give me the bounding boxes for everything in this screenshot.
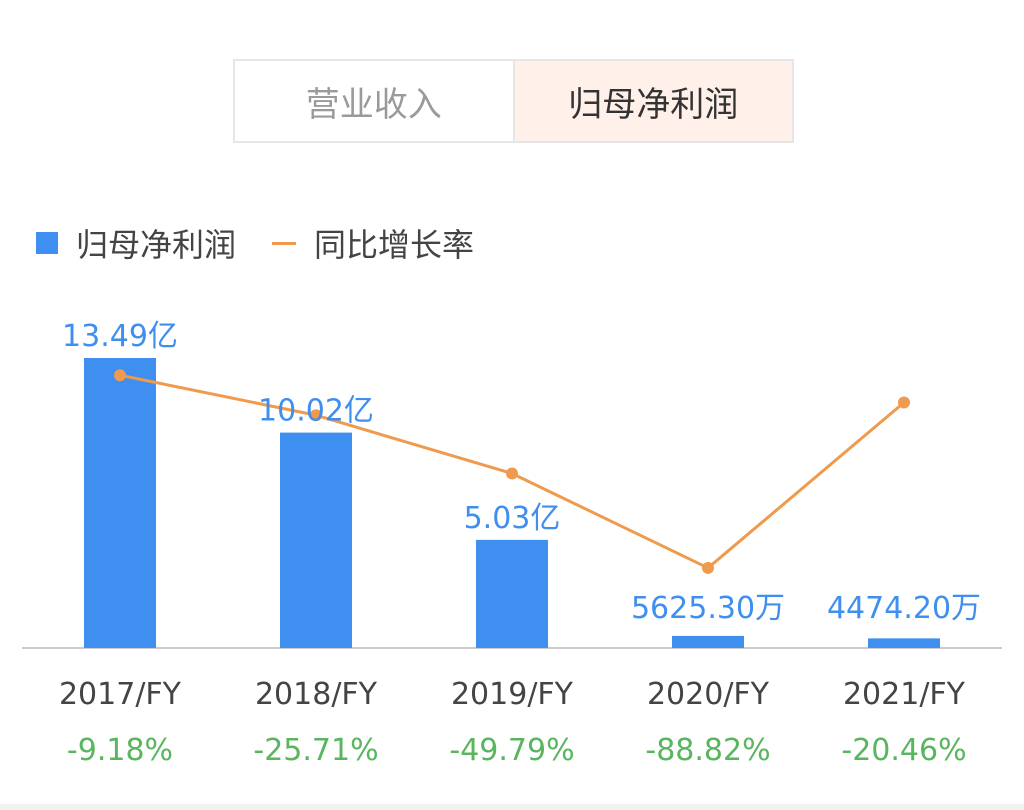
growth-rate-label: -9.18% xyxy=(67,733,173,768)
bar-value-label: 4474.20万 xyxy=(827,591,981,626)
category-label: 2020/FY xyxy=(647,677,770,712)
bar-legend-label: 归母净利润 xyxy=(76,226,237,264)
page-bottom-edge xyxy=(0,804,1024,810)
bar-2019/FY xyxy=(476,539,548,648)
profit-chart: 13.49亿 10.02亿 5.03亿 5625.30万 4474.20万 2017/FY… xyxy=(22,319,1002,768)
growth-point-2017/FY xyxy=(114,369,126,382)
line-legend-swatch xyxy=(272,241,297,245)
bar-value-label: 10.02亿 xyxy=(258,394,374,429)
category-label: 2017/FY xyxy=(59,677,182,712)
category-label: 2021/FY xyxy=(843,677,966,712)
bar-2018/FY xyxy=(280,432,352,648)
growth-point-2021/FY xyxy=(898,396,910,409)
metric-tabs: 营业收入 归母净利润 xyxy=(233,59,794,143)
category-label: 2018/FY xyxy=(255,677,378,712)
growth-rate-label: -25.71% xyxy=(253,733,378,768)
growth-point-2020/FY xyxy=(702,561,714,574)
tab-revenue[interactable]: 营业收入 xyxy=(305,84,442,125)
bar-2021/FY xyxy=(868,638,940,648)
bar-value-label: 5.03亿 xyxy=(464,501,561,536)
bar-value-label: 5625.30万 xyxy=(631,591,785,626)
bar-value-label: 13.49亿 xyxy=(62,319,178,354)
growth-point-2018/FY xyxy=(310,409,322,422)
bar-legend-swatch xyxy=(36,232,58,254)
growth-rate-label: -20.46% xyxy=(841,733,966,768)
line-legend-label: 同比增长率 xyxy=(314,226,475,264)
chart-legend: 归母净利润 同比增长率 xyxy=(36,218,474,268)
tab-net-profit[interactable]: 归母净利润 xyxy=(512,61,792,141)
growth-rate-label: -88.82% xyxy=(645,733,770,768)
growth-rate-label: -49.79% xyxy=(449,733,574,768)
category-label: 2019/FY xyxy=(451,677,574,712)
growth-point-2019/FY xyxy=(506,467,518,480)
bar-2020/FY xyxy=(672,635,744,648)
bar-2017/FY xyxy=(84,358,156,648)
